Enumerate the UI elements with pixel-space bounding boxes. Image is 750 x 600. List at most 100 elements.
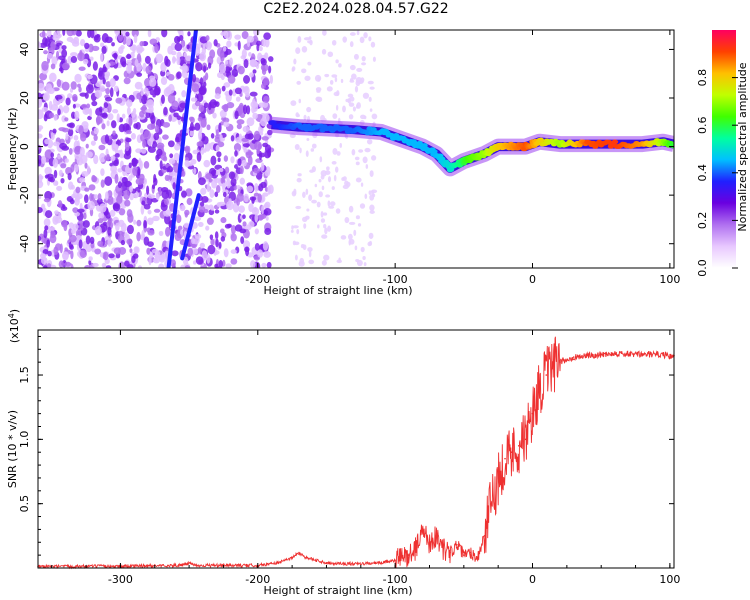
noise-blob (63, 261, 72, 267)
noise-blob (246, 35, 255, 43)
noise-blob (162, 134, 169, 140)
noise-blob (126, 59, 132, 65)
noise-blob (49, 72, 57, 83)
noise-blob (152, 258, 160, 264)
noise-blob (136, 46, 145, 53)
noise-blob (167, 140, 175, 148)
noise-blob (97, 240, 104, 247)
noise-blob (47, 263, 52, 268)
noise-blob (199, 242, 206, 249)
noise-blob (178, 34, 184, 42)
noise-blob (226, 200, 234, 211)
noise-blob (132, 159, 139, 165)
noise-blob (66, 36, 74, 42)
noise-blob (116, 113, 120, 123)
noise-blob (243, 75, 251, 84)
snr-frame (37, 329, 675, 569)
noise-blob (121, 61, 127, 68)
noise-blob (135, 148, 142, 154)
x-tick-label: -100 (383, 573, 408, 586)
noise-blob (303, 223, 307, 229)
noise-blob (326, 166, 330, 171)
spectrogram-plot-area (38, 30, 674, 268)
noise-blob (139, 110, 145, 118)
y-tick-label: 1.0 (18, 431, 31, 449)
noise-blob (209, 49, 216, 59)
noise-blob (226, 40, 232, 48)
noise-blob (236, 184, 241, 190)
noise-blob (103, 221, 107, 227)
noise-blob (88, 256, 93, 262)
noise-blob (214, 209, 220, 214)
noise-blob (296, 80, 301, 85)
noise-blob (353, 229, 357, 236)
noise-blob (202, 135, 209, 145)
noise-blob (107, 226, 112, 236)
noise-blob (114, 144, 119, 150)
noise-blob (197, 247, 202, 254)
noise-blob (187, 247, 194, 257)
noise-blob (56, 30, 61, 35)
noise-blob (38, 92, 43, 100)
y-tick-label: -20 (18, 186, 31, 204)
noise-blob (216, 151, 222, 158)
noise-blob (106, 153, 110, 161)
noise-blob (105, 265, 112, 268)
noise-blob (332, 113, 338, 119)
noise-blob (148, 255, 152, 266)
noise-blob (141, 200, 146, 206)
noise-blob (77, 230, 83, 236)
noise-blob (348, 221, 356, 225)
noise-blob (269, 74, 274, 84)
noise-blob (126, 36, 131, 46)
noise-blob (84, 194, 89, 204)
noise-blob (70, 250, 74, 260)
noise-blob (79, 249, 87, 259)
noise-blob (139, 160, 143, 170)
noise-blob (322, 212, 328, 216)
noise-blob (317, 77, 321, 82)
noise-blob (188, 126, 196, 131)
noise-blob (50, 131, 55, 141)
noise-blob (255, 158, 263, 164)
noise-blob (207, 244, 216, 255)
noise-blob (305, 188, 309, 195)
noise-blob (162, 121, 171, 128)
noise-blob (236, 119, 245, 125)
noise-blob (54, 243, 62, 251)
noise-blob (126, 224, 134, 235)
noise-blob (68, 181, 74, 190)
noise-blob (114, 153, 121, 158)
noise-blob (368, 190, 372, 195)
noise-blob (348, 239, 351, 246)
noise-blob (220, 236, 226, 242)
noise-blob (293, 58, 297, 65)
noise-blob (88, 184, 96, 191)
noise-blob (206, 217, 214, 225)
noise-blob (193, 248, 199, 255)
y-tick-label: 40 (18, 42, 31, 56)
noise-blob (196, 141, 201, 147)
noise-blob (140, 204, 145, 215)
noise-blob (335, 59, 339, 64)
noise-blob (360, 77, 365, 83)
noise-blob (201, 250, 208, 260)
noise-blob (104, 96, 113, 102)
snr-point (614, 352, 616, 354)
noise-blob (85, 143, 89, 149)
noise-blob (351, 73, 357, 80)
snr-point (600, 353, 602, 356)
noise-blob (73, 164, 79, 173)
noise-blob (128, 116, 133, 127)
noise-blob (85, 84, 94, 94)
snr-point (414, 547, 417, 550)
noise-blob (92, 61, 98, 71)
noise-blob (323, 224, 327, 229)
noise-blob (194, 233, 202, 239)
noise-blob (61, 62, 70, 70)
noise-blob (70, 81, 77, 90)
noise-blob (65, 132, 69, 141)
snr-point (291, 556, 293, 559)
noise-blob (212, 112, 217, 119)
noise-blob (112, 130, 116, 136)
